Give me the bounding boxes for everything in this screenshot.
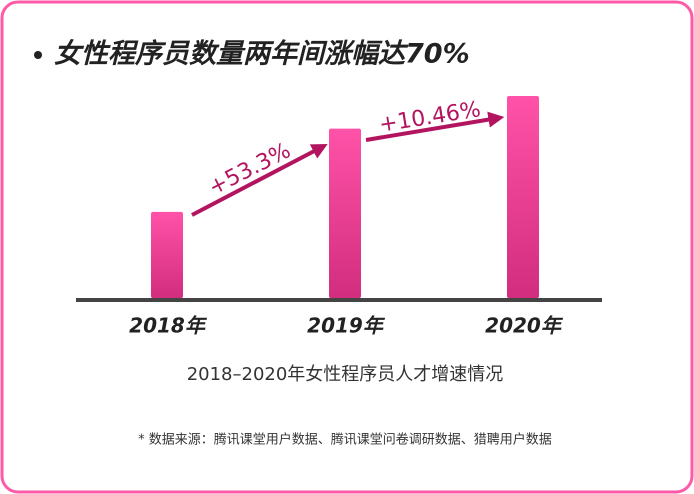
- bar: [507, 96, 539, 298]
- x-tick-label: 2018年: [129, 314, 208, 338]
- chart-title: 女性程序员数量两年间涨幅达70%: [54, 39, 470, 70]
- bar: [151, 211, 183, 298]
- x-tick-label: 2020年: [485, 314, 564, 338]
- bullet: [34, 51, 42, 59]
- x-tick-label: 2019年: [307, 314, 386, 338]
- bar: [329, 128, 361, 298]
- caption: 2018–2020年女性程序员人才增速情况: [187, 364, 504, 385]
- arrow: [191, 144, 328, 217]
- footnote: * 数据来源：腾讯课堂用户数据、腾讯课堂问卷调研数据、猎聘用户数据: [138, 432, 552, 448]
- arrow: [365, 111, 505, 142]
